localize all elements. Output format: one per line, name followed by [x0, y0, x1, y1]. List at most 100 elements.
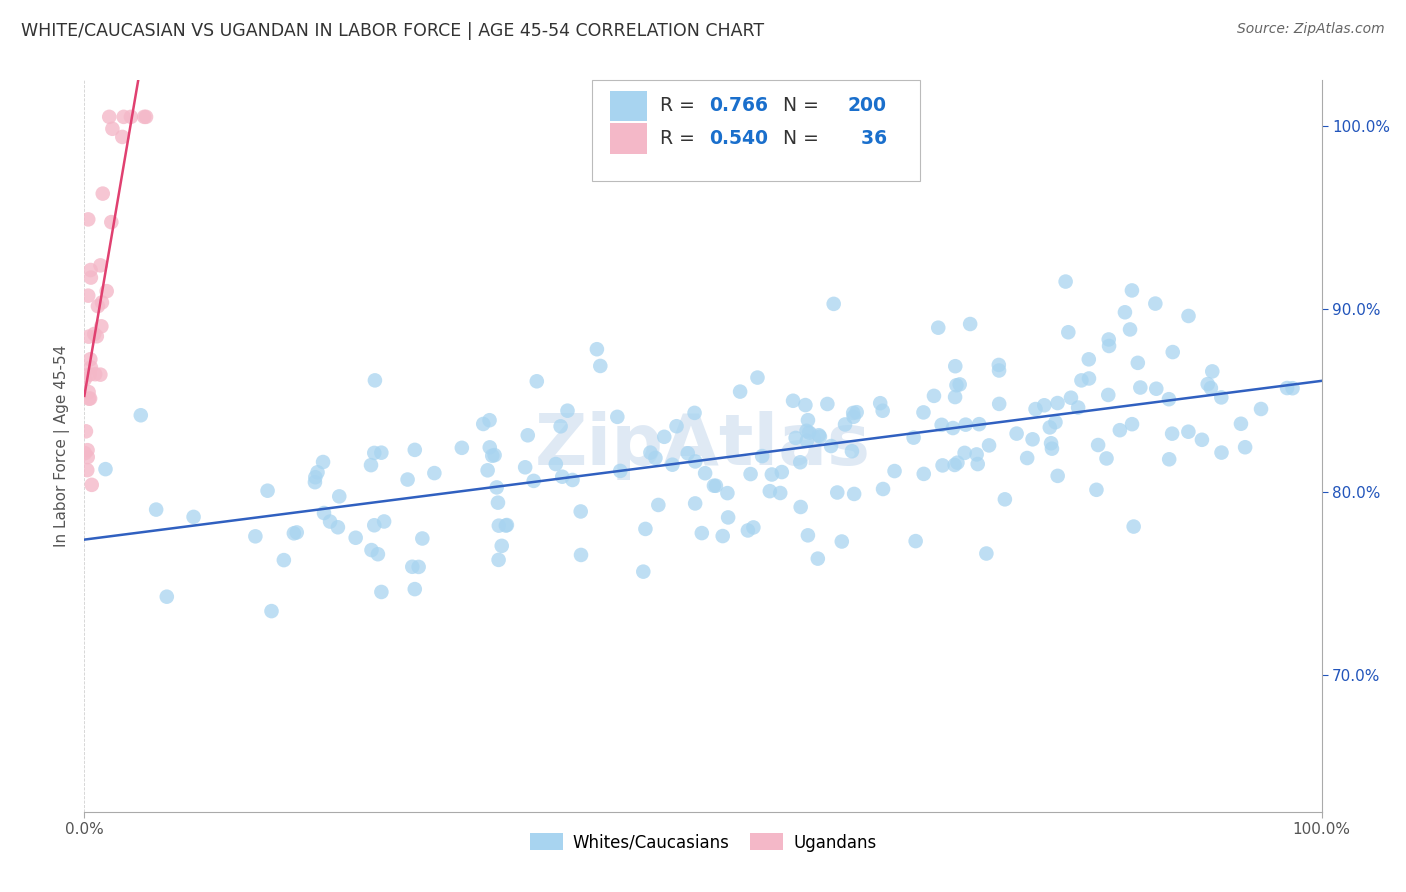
Point — [1033, 398, 1056, 412]
Point — [782, 393, 804, 408]
Point — [683, 454, 706, 468]
Point — [695, 467, 717, 481]
Point — [83, 326, 105, 341]
Point — [1211, 445, 1233, 459]
Point — [1097, 388, 1119, 402]
Point — [86, 329, 108, 343]
Point — [1098, 339, 1121, 353]
Point — [484, 448, 506, 462]
Point — [96, 284, 118, 298]
Point — [515, 460, 537, 475]
Point — [76, 450, 98, 464]
Point — [825, 485, 848, 500]
Point — [1085, 483, 1108, 497]
Point — [987, 358, 1010, 372]
Point — [328, 489, 350, 503]
Point — [370, 445, 392, 459]
Text: Source: ZipAtlas.com: Source: ZipAtlas.com — [1237, 22, 1385, 37]
Point — [703, 479, 725, 493]
Point — [665, 419, 688, 434]
Point — [1161, 345, 1184, 359]
Point — [751, 449, 773, 463]
Point — [89, 368, 111, 382]
Point — [716, 486, 738, 500]
Point — [831, 534, 853, 549]
Point — [156, 590, 179, 604]
Point — [73, 446, 96, 460]
Text: 200: 200 — [848, 96, 887, 115]
Point — [770, 465, 793, 479]
Text: N =: N = — [770, 129, 818, 148]
Point — [953, 446, 976, 460]
Point — [1234, 440, 1257, 454]
Text: 36: 36 — [848, 129, 887, 148]
Point — [647, 498, 669, 512]
Point — [89, 258, 111, 272]
Point — [704, 479, 727, 493]
Point — [943, 458, 966, 472]
Point — [477, 463, 499, 477]
Point — [977, 438, 1000, 452]
Point — [988, 363, 1011, 377]
Text: R =: R = — [659, 129, 700, 148]
Point — [927, 320, 949, 334]
Point — [942, 421, 965, 435]
Point — [326, 520, 349, 534]
Point — [90, 319, 112, 334]
Point — [949, 377, 972, 392]
Point — [1067, 401, 1090, 415]
Point — [76, 443, 98, 458]
Point — [1122, 519, 1144, 533]
Point — [283, 526, 305, 541]
Point — [1177, 309, 1199, 323]
Point — [1045, 415, 1067, 429]
Point — [1159, 452, 1181, 467]
Point — [1070, 373, 1092, 387]
Text: 0.766: 0.766 — [709, 96, 768, 115]
Point — [789, 455, 811, 469]
Point — [408, 560, 430, 574]
Point — [988, 397, 1011, 411]
Point — [404, 582, 426, 596]
Point — [1177, 425, 1199, 439]
Point — [943, 390, 966, 404]
Point — [87, 299, 110, 313]
Point — [717, 510, 740, 524]
Point — [526, 374, 548, 388]
Point — [1144, 296, 1167, 310]
Point — [360, 543, 382, 558]
Point — [245, 529, 267, 543]
Point — [1144, 382, 1167, 396]
Point — [1199, 381, 1222, 395]
Point — [959, 317, 981, 331]
Text: 0.540: 0.540 — [709, 129, 768, 148]
Point — [976, 547, 998, 561]
Point — [523, 474, 546, 488]
Point — [808, 430, 831, 444]
Point — [796, 424, 818, 438]
Point — [77, 392, 100, 406]
Point — [360, 458, 382, 472]
Point — [807, 551, 830, 566]
Point — [312, 506, 335, 520]
Point — [396, 473, 419, 487]
Point — [797, 413, 820, 427]
Text: WHITE/CAUCASIAN VS UGANDAN IN LABOR FORCE | AGE 45-54 CORRELATION CHART: WHITE/CAUCASIAN VS UGANDAN IN LABOR FORC… — [21, 22, 765, 40]
Point — [1250, 402, 1272, 417]
Point — [478, 413, 501, 427]
FancyBboxPatch shape — [592, 80, 920, 181]
Point — [1046, 468, 1069, 483]
Point — [946, 456, 969, 470]
Point — [488, 553, 510, 567]
Point — [80, 360, 103, 375]
Point — [307, 465, 329, 479]
Point — [304, 475, 326, 490]
Point — [134, 110, 156, 124]
Point — [845, 405, 868, 419]
Point — [966, 447, 988, 461]
Point — [994, 492, 1017, 507]
Point — [747, 370, 769, 384]
Point — [1129, 380, 1152, 394]
Point — [491, 539, 513, 553]
Point — [1121, 284, 1143, 298]
